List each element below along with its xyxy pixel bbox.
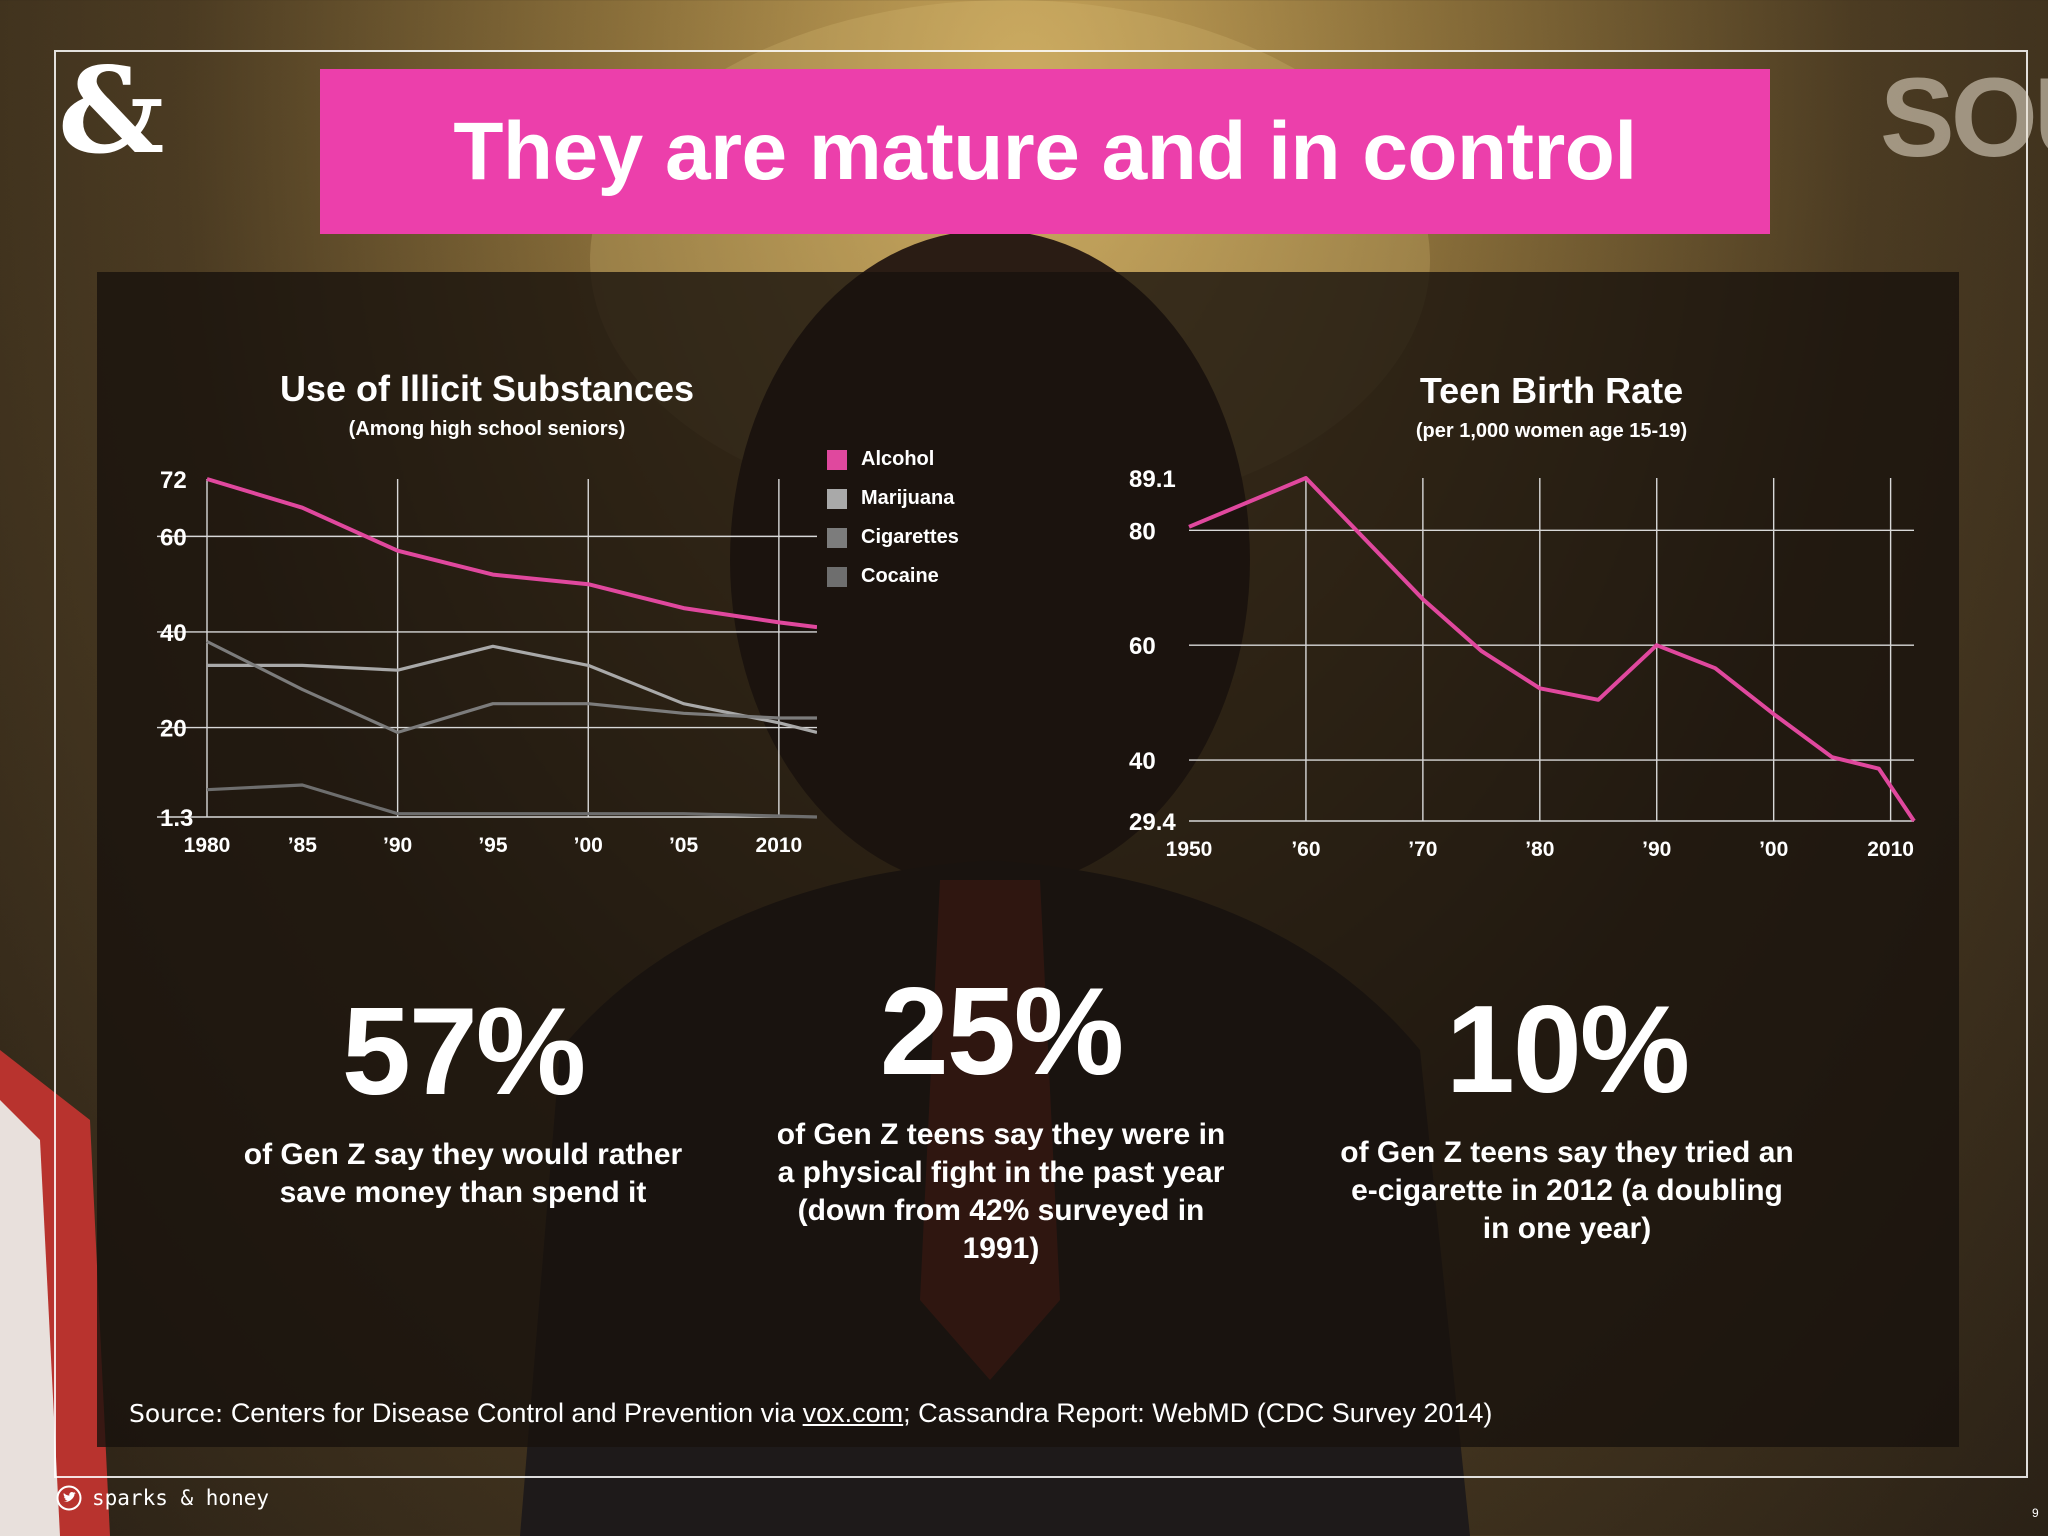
y-tick-label: 20: [160, 716, 187, 743]
series-line-cocaine: [206, 783, 817, 819]
stat-value: 25%: [879, 963, 1124, 1101]
x-tick-label: ’95: [478, 834, 508, 857]
x-tick-label: ’60: [1291, 838, 1320, 861]
footer: sparks & honey: [56, 1485, 269, 1511]
chart-title: Use of Illicit Substances: [280, 368, 694, 409]
legend-item: Alcohol: [827, 440, 1027, 479]
series-line-alcohol: [206, 477, 817, 630]
legend-swatch: [827, 566, 847, 587]
legend-swatch: [827, 527, 847, 548]
illicit-substances-chart: Use of Illicit Substances (Among high sch…: [157, 368, 817, 857]
x-tick-label: 1950: [1166, 838, 1213, 861]
legend-item: Cocaine: [827, 557, 1027, 596]
y-tick-label: 29.4: [1129, 809, 1176, 836]
legend-swatch: [827, 449, 847, 470]
chart-title: Teen Birth Rate: [1420, 370, 1683, 411]
y-tick-label: 72: [160, 467, 187, 494]
x-tick-label: 1980: [184, 834, 231, 857]
chart-subtitle: (per 1,000 women age 15-19): [1416, 420, 1687, 442]
x-tick-label: ’05: [669, 834, 699, 857]
stat-block: 57% of Gen Z say they would rather save …: [233, 990, 693, 1212]
x-tick-label: ’00: [1759, 838, 1788, 861]
stat-block: 10% of Gen Z teens say they tried an e-c…: [1337, 988, 1797, 1248]
source-link[interactable]: vox.com: [802, 1398, 904, 1428]
x-tick-label: ’80: [1525, 838, 1554, 861]
stat-value: 57%: [341, 983, 586, 1121]
series-line-marijuana: [207, 644, 817, 734]
page-number: 9: [2032, 1506, 2039, 1520]
slide-frame: [54, 50, 2028, 1478]
x-tick-label: 2010: [1867, 838, 1914, 861]
y-tick-label: 89.1: [1129, 466, 1176, 493]
legend-label: Cocaine: [861, 565, 939, 587]
series-line-cigarettes: [206, 640, 817, 734]
source-prefix: Source:: [129, 1399, 224, 1428]
stat-value: 10%: [1445, 981, 1690, 1119]
background-sign-text: SOU: [1880, 55, 2048, 180]
chart-subtitle: (Among high school seniors): [349, 418, 626, 440]
x-tick-label: ’00: [574, 834, 603, 857]
legend-item: Cigarettes: [827, 518, 1027, 557]
y-tick-label: 1.3: [160, 805, 193, 832]
y-tick-label: 60: [1129, 633, 1156, 660]
series-line-birth-rate: [1188, 476, 1916, 823]
source-text: Centers for Disease Control and Preventi…: [230, 1398, 796, 1428]
y-tick-label: 60: [160, 524, 187, 551]
teen-birth-rate-chart: Teen Birth Rate (per 1,000 women age 15-1…: [1129, 370, 1916, 861]
y-tick-label: 40: [1129, 748, 1156, 775]
x-tick-label: ’90: [1642, 838, 1671, 861]
ampersand-logo: &: [58, 41, 165, 180]
legend-swatch: [827, 488, 847, 509]
x-tick-label: ’85: [288, 834, 318, 857]
title-banner: They are mature and in control: [320, 69, 1770, 234]
legend-label: Cigarettes: [861, 526, 959, 548]
y-tick-label: 80: [1129, 518, 1156, 545]
legend-item: Marijuana: [827, 479, 1027, 518]
content-panel: Use of Illicit Substances (Among high sch…: [97, 272, 1959, 1447]
x-tick-label: ’70: [1408, 838, 1437, 861]
twitter-icon[interactable]: [56, 1485, 82, 1511]
stat-text: of Gen Z teens say they tried an e-cigar…: [1340, 1136, 1794, 1245]
source-citation: Source: Centers for Disease Control and …: [129, 1398, 1492, 1429]
legend-label: Marijuana: [861, 487, 955, 509]
source-text-tail: ; Cassandra Report: WebMD (CDC Survey 20…: [903, 1398, 1493, 1428]
slide-title: They are mature and in control: [453, 105, 1637, 197]
stat-text: of Gen Z say they would rather save mone…: [243, 1138, 683, 1209]
x-tick-label: ’90: [383, 834, 412, 857]
chart-legend: Alcohol Marijuana Cigarettes Cocaine: [827, 440, 1027, 596]
stat-text: of Gen Z teens say they were in a physic…: [776, 1118, 1226, 1265]
footer-brand: sparks & honey: [92, 1486, 270, 1510]
y-tick-label: 40: [160, 620, 187, 647]
legend-label: Alcohol: [861, 448, 935, 470]
x-tick-label: 2010: [756, 834, 803, 857]
stat-block: 25% of Gen Z teens say they were in a ph…: [771, 970, 1231, 1268]
